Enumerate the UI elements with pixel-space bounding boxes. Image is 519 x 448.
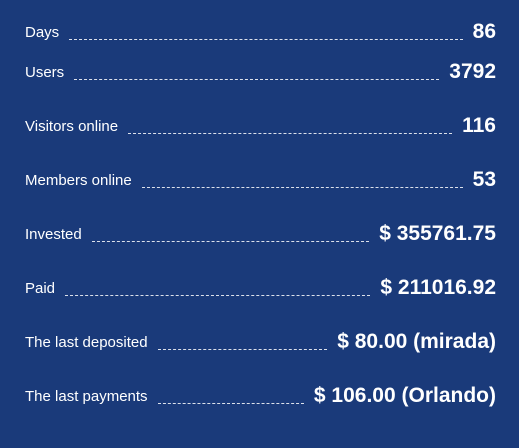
- stat-row-members-online: Members online 53: [25, 154, 496, 208]
- stat-row-last-deposited: The last deposited $ 80.00 (mirada): [25, 316, 496, 370]
- stat-row-users: Users 3792: [25, 46, 496, 100]
- dotted-leader: [91, 240, 370, 242]
- stat-label: The last deposited: [25, 334, 148, 351]
- dotted-leader: [74, 78, 440, 80]
- stat-value: 86: [472, 20, 496, 43]
- dotted-leader: [157, 348, 328, 350]
- stat-row-last-payments: The last payments $ 106.00 (Orlando): [25, 370, 496, 424]
- stat-row-paid: Paid $ 211016.92: [25, 262, 496, 316]
- dotted-leader: [69, 38, 463, 40]
- stat-label: Users: [25, 64, 65, 81]
- stat-value: $ 80.00 (mirada): [337, 330, 496, 353]
- stat-label: Days: [25, 24, 60, 41]
- stat-label: Invested: [25, 226, 82, 243]
- stat-row-invested: Invested $ 355761.75: [25, 208, 496, 262]
- dotted-leader: [128, 132, 453, 134]
- stat-row-days: Days 86: [25, 6, 496, 46]
- stat-label: The last payments: [25, 388, 148, 405]
- stat-label: Visitors online: [25, 118, 119, 135]
- stat-value: 53: [472, 168, 496, 191]
- dotted-leader: [65, 294, 371, 296]
- dotted-leader: [157, 402, 304, 404]
- stat-label: Members online: [25, 172, 132, 189]
- stat-value: $ 211016.92: [380, 276, 496, 299]
- stat-value: $ 355761.75: [379, 222, 496, 245]
- stat-value: 3792: [449, 60, 496, 83]
- stat-value: 116: [462, 114, 496, 137]
- stat-row-visitors-online: Visitors online 116: [25, 100, 496, 154]
- stat-label: Paid: [25, 280, 56, 297]
- dotted-leader: [141, 186, 463, 188]
- stat-value: $ 106.00 (Orlando): [313, 384, 496, 407]
